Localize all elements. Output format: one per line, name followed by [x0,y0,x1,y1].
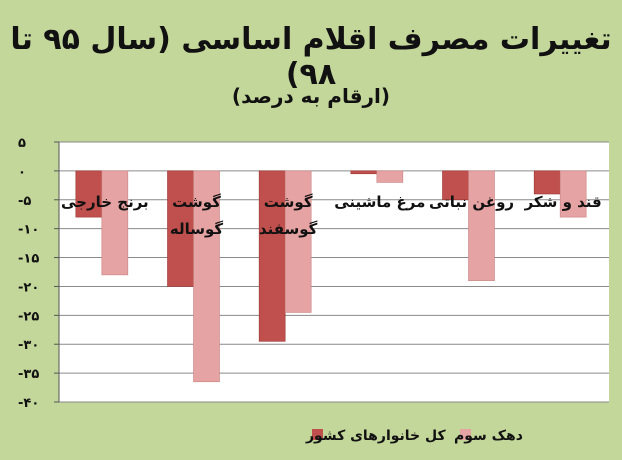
y-tick-label: -۵ [18,194,31,209]
category-label: گوشت [172,193,221,211]
bar-decile3 [193,170,220,383]
legend-swatch [312,429,323,440]
plot-area [59,142,609,402]
y-tick-label: -۲۵ [18,309,39,324]
legend: کل خانوارهای کشور دهک سوم [305,428,523,444]
chart-subtitle: (ارقام به درصد) [231,84,391,108]
legend-label: دهک سوم [454,428,523,444]
y-tick-label: -۴۰ [18,396,39,411]
category-label: گوسفند [259,220,318,238]
bar-total [167,170,194,287]
bar-decile3 [376,170,404,183]
gridlines [59,141,609,403]
bar-decile3 [284,170,312,313]
bar-total [350,170,378,175]
category-label: قند و شکر [524,193,602,211]
y-tick-label: -۳۰ [18,338,39,353]
category-label: گوشت [264,193,313,211]
y-tick-label: -۲۰ [18,280,39,295]
y-tick-label: -۳۵ [18,367,39,382]
chart-title: تغییرات مصرف اقلام اساسی (سال ۹۵ تا ۹۸) [10,22,612,92]
y-tick-label: ۵ [18,136,26,151]
y-tick-label: -۱۰ [18,223,39,238]
y-tick-label: ۰ [18,165,26,180]
category-label: گوساله [170,220,224,238]
category-labels: برنج خارجی گوشت گوساله گوشت گوسفند مرغ ماشینی… [61,193,602,238]
bar-decile3 [101,170,129,276]
y-axis: ۵ ۰ -۵ -۱۰ -۱۵ -۲۰ -۲۵ -۳۰ -۳۵ -۴۰ [18,136,60,411]
category-label: برنج خارجی [61,193,149,211]
category-label: مرغ ماشینی [334,193,425,211]
y-tick-label: -۱۵ [18,252,39,267]
legend-label: کل خانوارهای کشور [305,428,447,444]
bar-total [75,170,103,218]
legend-swatch [460,429,471,440]
category-label: روغن نباتی [429,193,514,211]
bar-decile3 [468,170,495,281]
bar-decile3 [559,170,587,218]
bars [75,170,587,383]
bar-total [533,170,561,195]
